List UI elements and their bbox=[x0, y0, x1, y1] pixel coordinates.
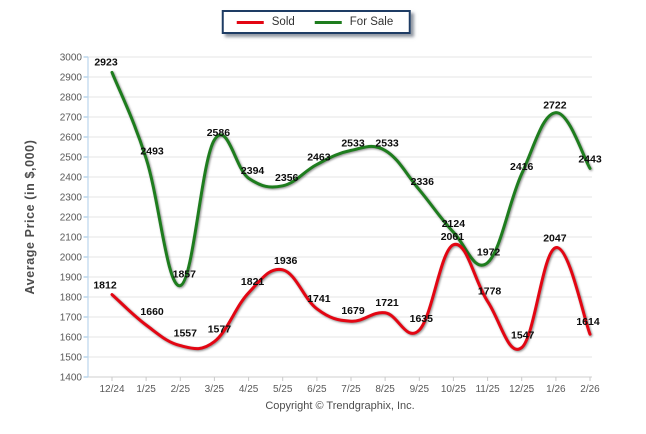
y-tick-label: 2400 bbox=[60, 173, 83, 184]
x-tick-label: 3/25 bbox=[205, 384, 225, 395]
y-tick-label: 1600 bbox=[60, 333, 83, 344]
x-tick-label: 7/25 bbox=[341, 384, 361, 395]
for-sale-data-label: 2586 bbox=[207, 127, 231, 139]
for-sale-data-label: 2722 bbox=[543, 100, 567, 112]
legend-item-sold[interactable]: Sold bbox=[236, 16, 295, 28]
legend-label-for-sale: For Sale bbox=[349, 16, 394, 28]
sold-data-label: 1614 bbox=[576, 316, 600, 328]
for-sale-data-label: 2336 bbox=[411, 176, 435, 188]
y-tick-label: 1400 bbox=[60, 373, 83, 384]
y-tick-label: 1500 bbox=[60, 353, 83, 364]
x-tick-label: 10/25 bbox=[441, 384, 466, 395]
data-labels: 2923 2493 1857 2586 2394 2356 2463 2533 2533 2336… bbox=[93, 56, 602, 341]
x-tick-label: 9/25 bbox=[410, 384, 430, 395]
sold-data-label: 1577 bbox=[208, 324, 232, 336]
sold-data-label: 1821 bbox=[241, 276, 265, 288]
y-tick-label: 2700 bbox=[60, 113, 83, 124]
x-tick-label: 12/24 bbox=[99, 384, 124, 395]
y-tick-label: 2900 bbox=[60, 73, 83, 84]
for-sale-data-label: 2124 bbox=[442, 218, 466, 230]
y-tick-label: 2300 bbox=[60, 193, 83, 204]
y-tick-label: 2800 bbox=[60, 93, 83, 104]
sold-line-swatch bbox=[236, 20, 264, 24]
y-tick-label: 2000 bbox=[60, 253, 83, 264]
x-tick-label: 8/25 bbox=[375, 384, 395, 395]
sold-data-label: 1721 bbox=[375, 297, 399, 309]
y-axis-tick-labels: 1400 1500 1600 1700 1800 1900 2000 2100 2200 2300… bbox=[60, 53, 83, 384]
sold-data-label: 2061 bbox=[441, 231, 465, 243]
sold-data-label: 1547 bbox=[511, 330, 535, 342]
sold-data-label: 1635 bbox=[410, 313, 434, 325]
x-tick-label: 2/26 bbox=[580, 384, 600, 395]
sold-data-label: 1778 bbox=[478, 285, 502, 297]
for-sale-data-label: 2443 bbox=[578, 153, 602, 165]
sold-data-label: 1936 bbox=[274, 255, 298, 267]
x-axis-tick-labels: 12/24 1/25 2/25 3/25 4/25 5/25 6/25 7/25 8/25 9/2… bbox=[99, 377, 600, 395]
for-sale-data-label: 2493 bbox=[140, 145, 164, 157]
legend-item-for-sale[interactable]: For Sale bbox=[314, 16, 394, 28]
x-tick-label: 5/25 bbox=[273, 384, 293, 395]
for-sale-data-label: 2533 bbox=[341, 137, 365, 149]
sold-data-label: 1741 bbox=[307, 293, 331, 305]
sold-series-line[interactable] bbox=[110, 243, 592, 351]
x-tick-label: 1/26 bbox=[546, 384, 566, 395]
x-tick-label: 11/25 bbox=[475, 384, 500, 395]
sold-data-label: 2047 bbox=[543, 233, 567, 245]
x-tick-label: 4/25 bbox=[239, 384, 259, 395]
for-sale-data-label: 1857 bbox=[173, 269, 197, 281]
y-tick-label: 2500 bbox=[60, 153, 83, 164]
sold-data-label: 1660 bbox=[140, 306, 164, 318]
x-tick-label: 12/25 bbox=[509, 384, 534, 395]
sold-data-label: 1679 bbox=[341, 305, 365, 317]
for-sale-data-label: 2394 bbox=[241, 165, 265, 177]
copyright-text: Copyright © Trendgraphix, Inc. bbox=[265, 400, 415, 412]
y-tick-label: 1700 bbox=[60, 313, 83, 324]
sold-data-label: 1812 bbox=[93, 280, 117, 292]
x-tick-label: 6/25 bbox=[307, 384, 327, 395]
legend: Sold For Sale bbox=[221, 10, 411, 34]
sold-data-label: 1557 bbox=[174, 328, 198, 340]
for-sale-data-label: 2356 bbox=[275, 172, 299, 184]
legend-label-sold: Sold bbox=[271, 16, 295, 28]
y-tick-label: 3000 bbox=[60, 53, 83, 64]
for-sale-data-label: 2463 bbox=[307, 151, 331, 163]
for-sale-series-line[interactable] bbox=[110, 70, 592, 288]
x-tick-label: 2/25 bbox=[171, 384, 191, 395]
y-tick-label: 1900 bbox=[60, 273, 83, 284]
y-tick-label: 2100 bbox=[60, 233, 83, 244]
for-sale-data-label: 2923 bbox=[94, 56, 118, 68]
for-sale-line-swatch bbox=[314, 20, 342, 24]
for-sale-data-label: 2416 bbox=[510, 161, 534, 173]
y-tick-label: 2200 bbox=[60, 213, 83, 224]
x-tick-label: 1/25 bbox=[136, 384, 156, 395]
y-tick-label: 2600 bbox=[60, 133, 83, 144]
for-sale-data-label: 1972 bbox=[477, 247, 501, 259]
for-sale-data-label: 2533 bbox=[375, 137, 399, 149]
y-tick-label: 1800 bbox=[60, 293, 83, 304]
